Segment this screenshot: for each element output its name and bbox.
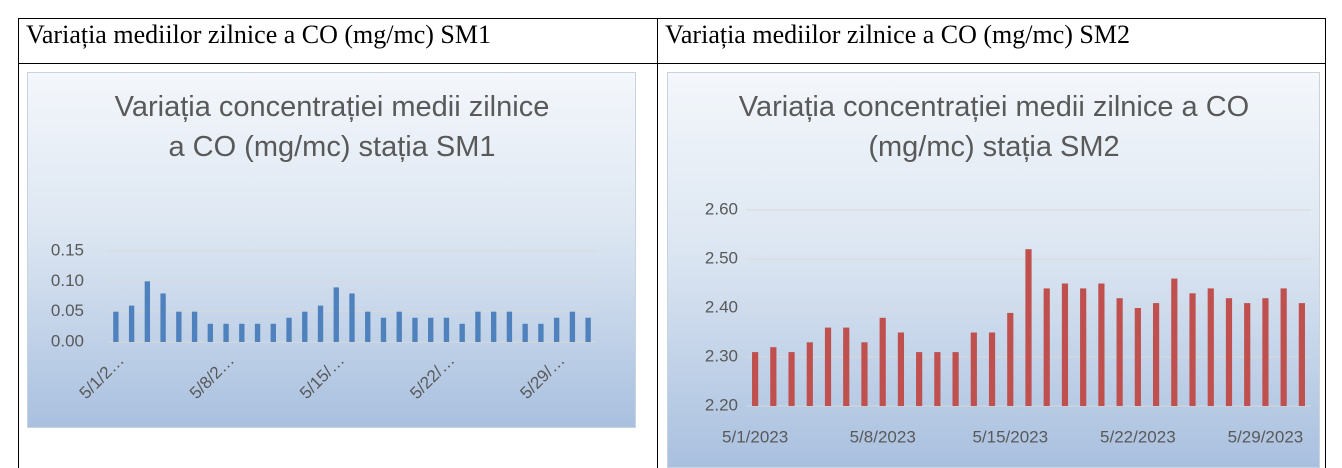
bar xyxy=(207,323,213,342)
y-tick-label: 2.50 xyxy=(705,248,738,267)
bar xyxy=(1280,288,1287,406)
x-tick-label: 5/22/… xyxy=(406,351,458,403)
bar xyxy=(506,311,513,342)
bar xyxy=(317,305,324,342)
bar xyxy=(254,323,261,342)
chart: Variația concentrației medii zilnice a C… xyxy=(27,72,636,428)
bar xyxy=(1225,298,1233,406)
bar xyxy=(934,352,941,406)
bar xyxy=(475,311,481,342)
bar xyxy=(988,332,996,406)
x-tick-label: 5/15/2023 xyxy=(972,427,1048,446)
table-border xyxy=(657,18,658,468)
bar xyxy=(585,317,591,342)
bar xyxy=(843,327,850,406)
bar xyxy=(113,311,119,342)
bar xyxy=(286,317,292,342)
bar xyxy=(553,317,560,342)
bar xyxy=(128,305,135,342)
bar xyxy=(1080,288,1087,406)
bar xyxy=(1298,303,1305,406)
bar xyxy=(770,347,777,406)
x-tick-label: 5/15/… xyxy=(296,351,348,403)
bar xyxy=(970,332,977,406)
bar xyxy=(349,293,355,342)
bar xyxy=(396,311,402,342)
bar xyxy=(223,323,229,342)
bar xyxy=(879,317,886,406)
x-tick-label: 5/1/2… xyxy=(76,351,128,403)
y-tick-label: 0.05 xyxy=(51,301,84,320)
x-tick-label: 5/22/2023 xyxy=(1100,427,1176,446)
bar xyxy=(1098,283,1105,406)
bar xyxy=(752,352,759,406)
bar xyxy=(522,323,528,342)
x-tick-label: 5/29/… xyxy=(516,351,568,403)
bar xyxy=(1116,298,1123,406)
bar xyxy=(806,342,813,406)
bar xyxy=(1244,303,1251,406)
bar xyxy=(952,352,959,406)
bar xyxy=(916,352,923,406)
bar xyxy=(897,332,905,406)
bar xyxy=(365,311,371,342)
bar xyxy=(428,317,434,342)
chart-title: Variația concentrației medii zilnice a C… xyxy=(738,91,1250,163)
bar xyxy=(569,311,576,342)
x-tick-label: 5/29/2023 xyxy=(1228,427,1304,446)
bar xyxy=(412,317,418,342)
bar xyxy=(191,311,198,342)
bar xyxy=(1061,283,1069,406)
table-border xyxy=(18,18,1326,19)
y-tick-label: 0.00 xyxy=(51,331,84,350)
y-tick-label: 2.30 xyxy=(705,346,738,365)
bar xyxy=(1043,288,1050,406)
bar xyxy=(1189,293,1196,406)
bar xyxy=(491,311,497,342)
bar xyxy=(270,323,276,342)
bar xyxy=(1134,308,1141,406)
y-tick-label: 2.40 xyxy=(705,297,738,316)
bar xyxy=(239,323,245,342)
y-tick-label: 0.15 xyxy=(51,240,84,259)
table-border xyxy=(1325,18,1326,468)
bar xyxy=(788,352,795,406)
table-header: Variația mediilor zilnice a CO (mg/mc) S… xyxy=(665,20,1130,49)
plot: 0.00 0.05 0.10 0.15 5/1/2… 5/8/2… 5/15/… 5/22/…… xyxy=(51,240,596,403)
plot: 2.20 2.30 2.40 2.50 2.60 5/1/2023 5/8/2023 5/15… xyxy=(705,199,1311,446)
bar xyxy=(1262,298,1269,406)
bar xyxy=(333,287,339,342)
table-border xyxy=(18,18,19,468)
y-tick-label: 0.10 xyxy=(51,271,84,290)
bar xyxy=(538,323,544,342)
bar xyxy=(1207,288,1214,406)
bar xyxy=(144,281,151,342)
bar xyxy=(459,323,465,342)
y-tick-label: 2.20 xyxy=(705,395,738,414)
bar xyxy=(1152,303,1160,406)
bar xyxy=(176,311,182,342)
bar xyxy=(1025,249,1032,406)
bar xyxy=(1171,278,1178,406)
x-tick-label: 5/8/2… xyxy=(186,351,238,403)
bar xyxy=(160,293,166,342)
table-header: Variația mediilor zilnice a CO (mg/mc) S… xyxy=(26,20,491,49)
chart: Variația concentrației medii zilnice a C… xyxy=(667,72,1320,468)
table-border xyxy=(18,63,1326,64)
x-tick-label: 5/1/2023 xyxy=(722,427,788,446)
bar xyxy=(824,327,832,406)
bar xyxy=(380,317,387,342)
bar xyxy=(302,311,308,342)
chart-title: Variația concentrației medii zilnice a C… xyxy=(114,91,550,163)
bar xyxy=(443,317,450,342)
bar xyxy=(861,342,868,406)
bar xyxy=(1007,312,1014,406)
y-tick-label: 2.60 xyxy=(705,199,738,218)
x-tick-label: 5/8/2023 xyxy=(850,427,916,446)
